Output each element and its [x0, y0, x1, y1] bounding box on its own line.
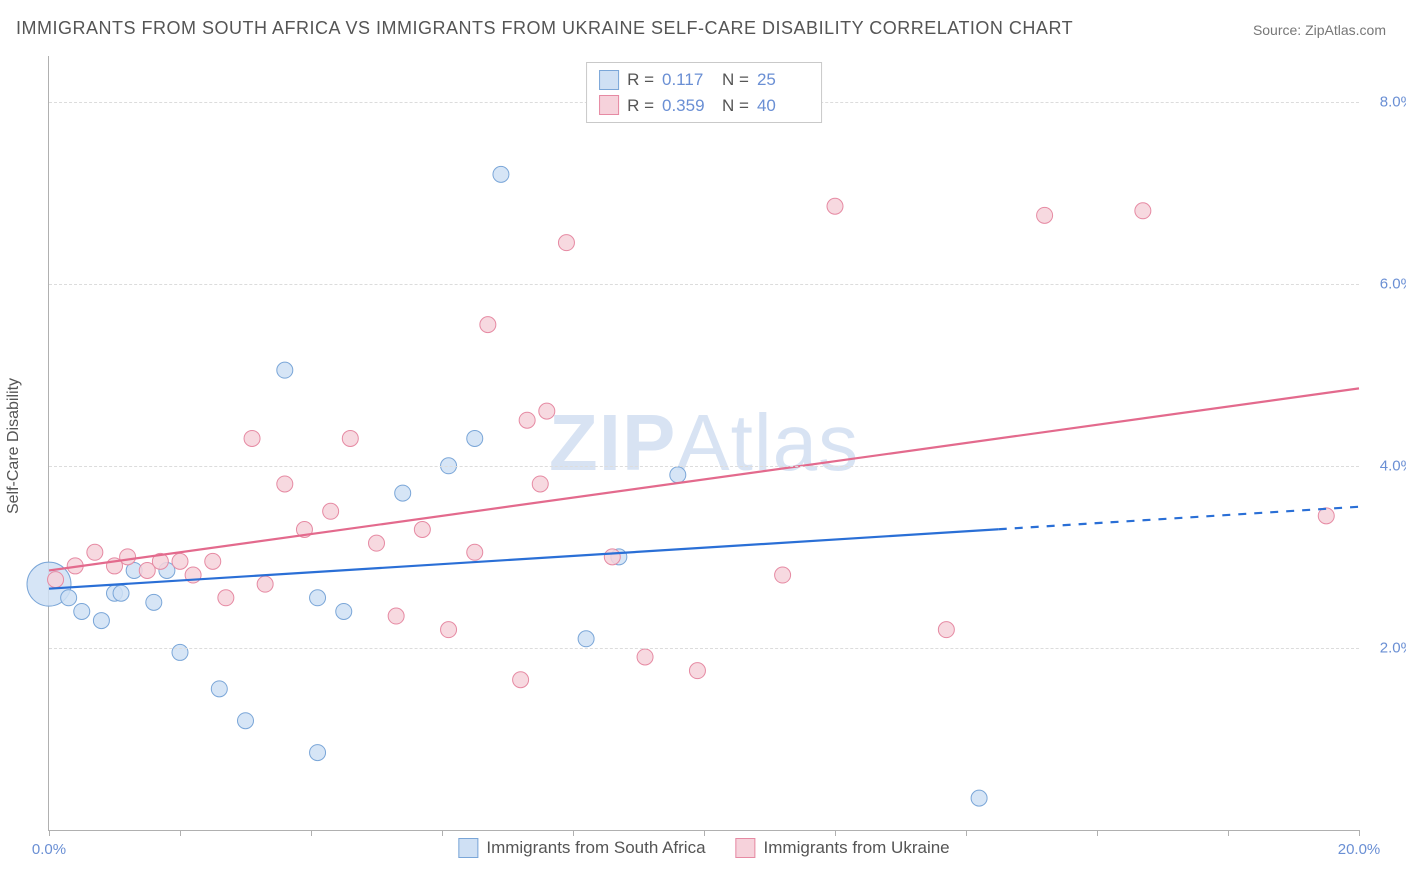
x-tick-label: 20.0% [1338, 841, 1381, 858]
data-point-ua [539, 403, 555, 419]
data-point-ua [48, 572, 64, 588]
data-point-ua [558, 235, 574, 251]
data-point-ua [827, 198, 843, 214]
data-point-ua [513, 672, 529, 688]
plot-svg [49, 56, 1359, 830]
y-tick-label: 6.0% [1380, 275, 1406, 292]
gridline [49, 284, 1359, 285]
data-point-ua [323, 503, 339, 519]
data-point-sa [336, 603, 352, 619]
legend-n-label: N = [722, 93, 749, 119]
data-point-sa [467, 430, 483, 446]
legend-label-sa: Immigrants from South Africa [486, 838, 705, 858]
data-point-ua [441, 622, 457, 638]
data-point-ua [244, 430, 260, 446]
legend-swatch-ua [599, 95, 619, 115]
gridline [49, 466, 1359, 467]
data-point-ua [414, 522, 430, 538]
data-point-sa [670, 467, 686, 483]
x-tick-label: 0.0% [32, 841, 66, 858]
data-point-sa [238, 713, 254, 729]
legend-n-value-ua: 40 [757, 93, 809, 119]
data-point-sa [146, 594, 162, 610]
x-tick [573, 830, 574, 836]
x-tick [704, 830, 705, 836]
data-point-ua [938, 622, 954, 638]
data-point-ua [87, 544, 103, 560]
legend-r-value-sa: 0.117 [662, 67, 714, 93]
data-point-sa [61, 590, 77, 606]
data-point-ua [1135, 203, 1151, 219]
x-tick [180, 830, 181, 836]
data-point-sa [310, 590, 326, 606]
x-tick [311, 830, 312, 836]
data-point-ua [689, 663, 705, 679]
data-point-ua [342, 430, 358, 446]
gridline [49, 648, 1359, 649]
y-tick-label: 2.0% [1380, 639, 1406, 656]
legend-r-label: R = [627, 67, 654, 93]
data-point-ua [388, 608, 404, 624]
legend-label-ua: Immigrants from Ukraine [764, 838, 950, 858]
data-point-ua [532, 476, 548, 492]
y-axis-title: Self-Care Disability [5, 378, 23, 514]
data-point-ua [467, 544, 483, 560]
data-point-sa [211, 681, 227, 697]
data-point-ua [218, 590, 234, 606]
data-point-ua [1318, 508, 1334, 524]
data-point-sa [277, 362, 293, 378]
data-point-ua [1037, 207, 1053, 223]
legend-n-value-sa: 25 [757, 67, 809, 93]
x-tick [442, 830, 443, 836]
data-point-ua [637, 649, 653, 665]
series-legend: Immigrants from South Africa Immigrants … [458, 838, 949, 858]
chart-title: IMMIGRANTS FROM SOUTH AFRICA VS IMMIGRAN… [16, 18, 1073, 39]
legend-r-value-ua: 0.359 [662, 93, 714, 119]
legend-swatch-sa [458, 838, 478, 858]
x-tick [49, 830, 50, 836]
legend-row-sa: R = 0.117 N = 25 [599, 67, 809, 93]
data-point-ua [480, 317, 496, 333]
x-tick [835, 830, 836, 836]
data-point-ua [369, 535, 385, 551]
data-point-sa [971, 790, 987, 806]
source-attribution: Source: ZipAtlas.com [1253, 22, 1386, 38]
data-point-ua [277, 476, 293, 492]
data-point-ua [172, 553, 188, 569]
legend-swatch-ua [736, 838, 756, 858]
correlation-legend: R = 0.117 N = 25 R = 0.359 N = 40 [586, 62, 822, 123]
legend-row-ua: R = 0.359 N = 40 [599, 93, 809, 119]
legend-n-label: N = [722, 67, 749, 93]
data-point-ua [604, 549, 620, 565]
data-point-ua [519, 412, 535, 428]
legend-r-label: R = [627, 93, 654, 119]
data-point-sa [93, 613, 109, 629]
x-tick [1359, 830, 1360, 836]
legend-swatch-sa [599, 70, 619, 90]
data-point-sa [74, 603, 90, 619]
data-point-ua [205, 553, 221, 569]
legend-item-sa: Immigrants from South Africa [458, 838, 705, 858]
data-point-ua [120, 549, 136, 565]
x-tick [1097, 830, 1098, 836]
plot-area: ZIPAtlas R = 0.117 N = 25 R = 0.359 N = … [48, 56, 1359, 831]
x-tick [1228, 830, 1229, 836]
data-point-sa [113, 585, 129, 601]
x-tick [966, 830, 967, 836]
data-point-sa [578, 631, 594, 647]
data-point-sa [493, 166, 509, 182]
data-point-sa [395, 485, 411, 501]
data-point-ua [775, 567, 791, 583]
data-point-sa [310, 745, 326, 761]
legend-item-ua: Immigrants from Ukraine [736, 838, 950, 858]
data-point-sa [172, 644, 188, 660]
data-point-ua [257, 576, 273, 592]
y-tick-label: 8.0% [1380, 93, 1406, 110]
y-tick-label: 4.0% [1380, 457, 1406, 474]
